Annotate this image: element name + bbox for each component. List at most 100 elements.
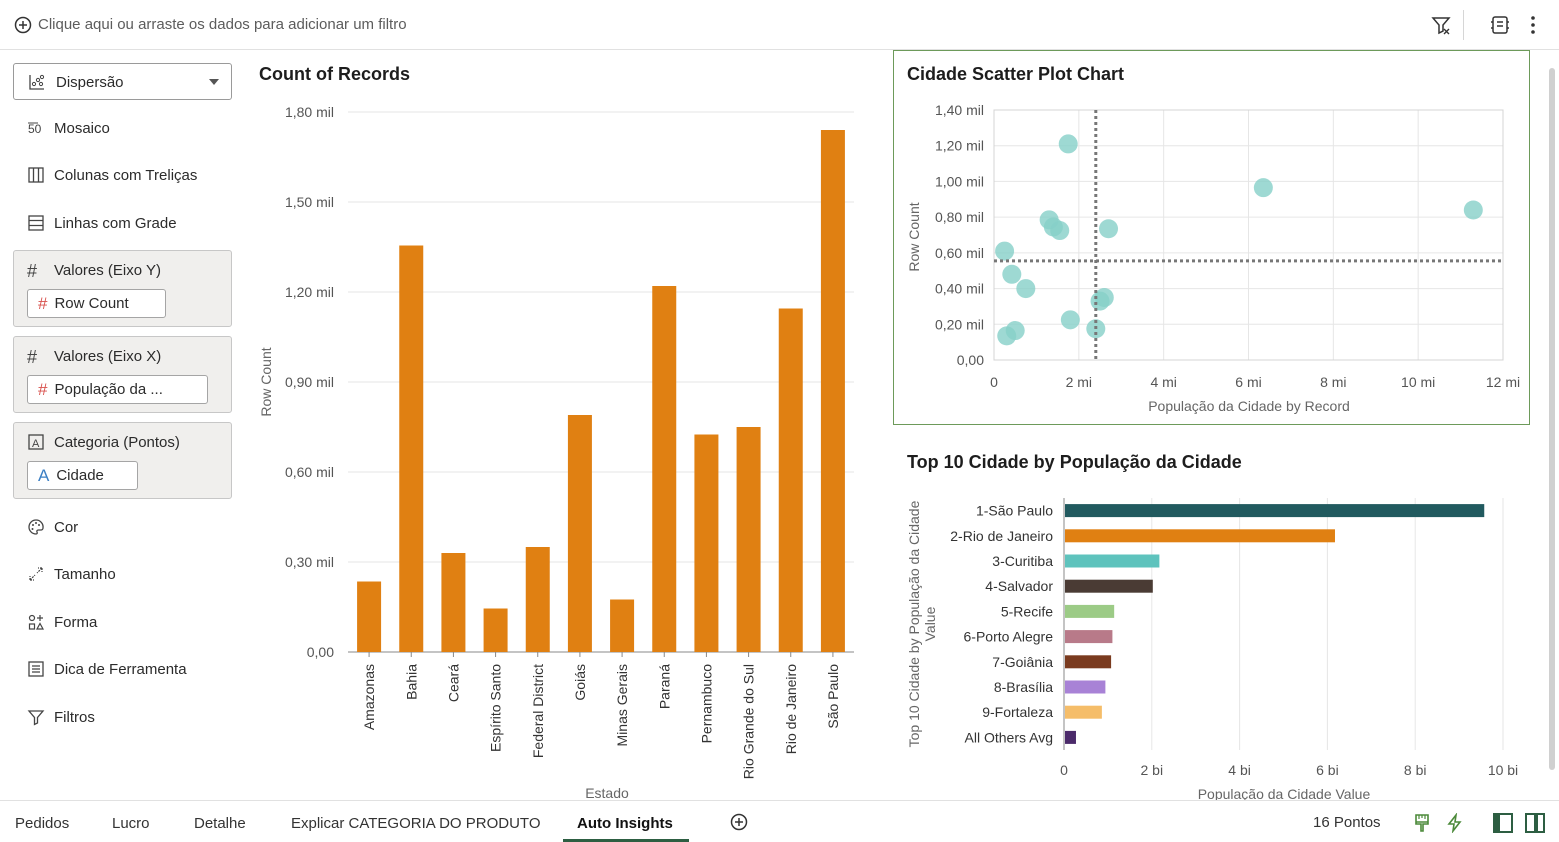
filter-hint[interactable]: Clique aqui ou arraste os dados para adi… bbox=[38, 16, 407, 33]
prop-linhas-grade[interactable]: Linhas com Grade bbox=[27, 212, 177, 234]
filter-settings-icon[interactable] bbox=[1430, 14, 1452, 36]
chip-cidade[interactable]: A Cidade bbox=[27, 461, 138, 490]
toolbar-divider bbox=[1463, 10, 1464, 40]
y-tick-label: All Others Avg bbox=[965, 729, 1053, 745]
bar bbox=[525, 547, 550, 652]
x-axis-label: Estado bbox=[585, 785, 629, 801]
y-tick-label: 0,80 mil bbox=[935, 209, 984, 225]
tab-pedidos[interactable]: Pedidos bbox=[15, 815, 70, 832]
x-axis-label: População da Cidade by Record bbox=[1148, 398, 1350, 414]
well-label: Valores (Eixo Y) bbox=[54, 261, 161, 279]
tooltip-icon bbox=[28, 661, 44, 677]
scatter-point bbox=[1058, 134, 1078, 154]
prop-forma[interactable]: Forma bbox=[27, 611, 97, 633]
left-panel-toggle-icon[interactable] bbox=[1492, 812, 1514, 834]
x-tick-label: Espírito Santo bbox=[488, 664, 504, 752]
bar bbox=[1065, 604, 1115, 618]
right-panel-toggle-icon[interactable] bbox=[1524, 812, 1546, 834]
bar bbox=[652, 286, 677, 652]
trellis-columns-icon bbox=[28, 167, 44, 183]
y-tick-label: 0,40 mil bbox=[935, 281, 984, 297]
prop-label: Mosaico bbox=[54, 119, 110, 137]
x-tick-label: 10 bi bbox=[1488, 762, 1518, 778]
palette-icon bbox=[28, 519, 44, 535]
measure-icon: # bbox=[38, 379, 48, 399]
filter-bar[interactable]: Clique aqui ou arraste os dados para adi… bbox=[0, 0, 1559, 50]
y-tick-label: 0,90 mil bbox=[285, 374, 334, 390]
svg-text:A: A bbox=[32, 438, 40, 450]
viz-type-value: Dispersão bbox=[56, 74, 124, 91]
data-panel-icon[interactable] bbox=[1489, 14, 1511, 36]
y-tick-label: 0,30 mil bbox=[285, 554, 334, 570]
shapes-icon bbox=[28, 614, 45, 630]
y-axis-label: Row Count bbox=[906, 202, 922, 271]
count-of-records-chart[interactable]: 0,00 0,30 mil 0,60 mil 0,90 mil 1,20 mil 1,50… bbox=[250, 90, 870, 802]
x-tick-label: Bahia bbox=[403, 664, 419, 700]
scatter-point bbox=[1002, 264, 1022, 284]
chip-populacao[interactable]: # População da ... bbox=[27, 375, 208, 404]
scatter-point bbox=[1099, 219, 1119, 239]
tab-lucro[interactable]: Lucro bbox=[112, 815, 150, 832]
x-tick-label: Paraná bbox=[656, 664, 672, 709]
x-tick-label: Ceará bbox=[445, 664, 461, 702]
scatter-point bbox=[997, 326, 1017, 346]
bar bbox=[399, 245, 424, 652]
y-tick-label: 9-Fortaleza bbox=[982, 704, 1053, 720]
prop-mosaico[interactable]: 50 Mosaico bbox=[27, 117, 110, 139]
x-tick-label: 6 mi bbox=[1235, 374, 1261, 390]
x-tick-label: 2 bi bbox=[1141, 762, 1164, 778]
x-tick-label: Amazonas bbox=[361, 664, 377, 730]
x-tick-label: 8 mi bbox=[1320, 374, 1346, 390]
y-tick-label: 6-Porto Alegre bbox=[964, 629, 1054, 645]
x-tick-label: 4 bi bbox=[1228, 762, 1251, 778]
prop-cor[interactable]: Cor bbox=[27, 516, 78, 538]
y-tick-label: 1,00 mil bbox=[935, 173, 984, 189]
y-axis-label: Top 10 Cidade by População da CidadeValu… bbox=[906, 500, 938, 747]
prop-colunas-trelicas[interactable]: Colunas com Treliças bbox=[27, 164, 197, 186]
hash-icon: # bbox=[27, 347, 38, 367]
tab-detalhe[interactable]: Detalhe bbox=[194, 815, 246, 832]
add-tab-icon[interactable] bbox=[730, 813, 748, 831]
lightning-icon[interactable] bbox=[1445, 813, 1465, 833]
paint-brush-icon[interactable] bbox=[1412, 813, 1432, 833]
bar bbox=[1065, 730, 1076, 744]
vertical-scrollbar[interactable] bbox=[1549, 68, 1555, 770]
tab-auto-insights[interactable]: Auto Insights bbox=[577, 815, 673, 832]
scatter-chart-frame[interactable] bbox=[893, 50, 1530, 425]
top10-cidade-chart[interactable]: 0 2 bi 4 bi 6 bi 8 bi 10 bi 1-São Paulo 2-Rio d… bbox=[895, 482, 1540, 800]
x-tick-label: Pernambuco bbox=[698, 664, 714, 744]
prop-label: Cor bbox=[54, 518, 79, 536]
attribute-icon: A bbox=[38, 465, 50, 485]
chip-row-count[interactable]: # Row Count bbox=[27, 289, 166, 318]
viz-type-select[interactable]: Dispersão bbox=[13, 63, 232, 100]
x-tick-label: 0 bbox=[990, 374, 998, 390]
bar-chart-title: Count of Records bbox=[259, 64, 410, 84]
attribute-icon: A bbox=[28, 434, 44, 450]
x-tick-label: 4 mi bbox=[1150, 374, 1176, 390]
bar bbox=[441, 553, 466, 652]
prop-filtros[interactable]: Filtros bbox=[27, 706, 95, 728]
well-y-values[interactable]: # Valores (Eixo Y) # Row Count bbox=[13, 250, 232, 327]
bar bbox=[1065, 680, 1106, 694]
cidade-scatter-chart[interactable]: 0,00 0,20 mil 0,40 mil 0,60 mil 0,80 mil 1,00… bbox=[895, 92, 1528, 422]
well-x-values[interactable]: # Valores (Eixo X) # População da ... bbox=[13, 336, 232, 413]
y-tick-label: 2-Rio de Janeiro bbox=[950, 528, 1053, 544]
y-tick-label: 0,00 bbox=[307, 644, 334, 660]
well-category-points[interactable]: A Categoria (Pontos) A Cidade bbox=[13, 422, 232, 499]
y-tick-label: 7-Goiânia bbox=[992, 654, 1053, 670]
y-tick-label: 0,00 bbox=[957, 352, 984, 368]
y-tick-label: 1,50 mil bbox=[285, 194, 334, 210]
prop-label: Dica de Ferramenta bbox=[54, 660, 187, 678]
hash-icon: # bbox=[27, 261, 38, 281]
bar bbox=[1065, 529, 1335, 543]
more-options-icon[interactable] bbox=[1522, 14, 1544, 36]
y-tick-label: 0,60 mil bbox=[935, 245, 984, 261]
prop-dica-ferramenta[interactable]: Dica de Ferramenta bbox=[27, 658, 187, 680]
x-tick-label: 10 mi bbox=[1401, 374, 1435, 390]
x-tick-label: 6 bi bbox=[1316, 762, 1339, 778]
chip-label: Row Count bbox=[54, 295, 129, 312]
add-filter-icon[interactable] bbox=[14, 16, 32, 34]
prop-tamanho[interactable]: Tamanho bbox=[27, 563, 116, 585]
tab-explicar[interactable]: Explicar CATEGORIA DO PRODUTO bbox=[291, 815, 541, 832]
chevron-down-icon bbox=[209, 79, 219, 85]
